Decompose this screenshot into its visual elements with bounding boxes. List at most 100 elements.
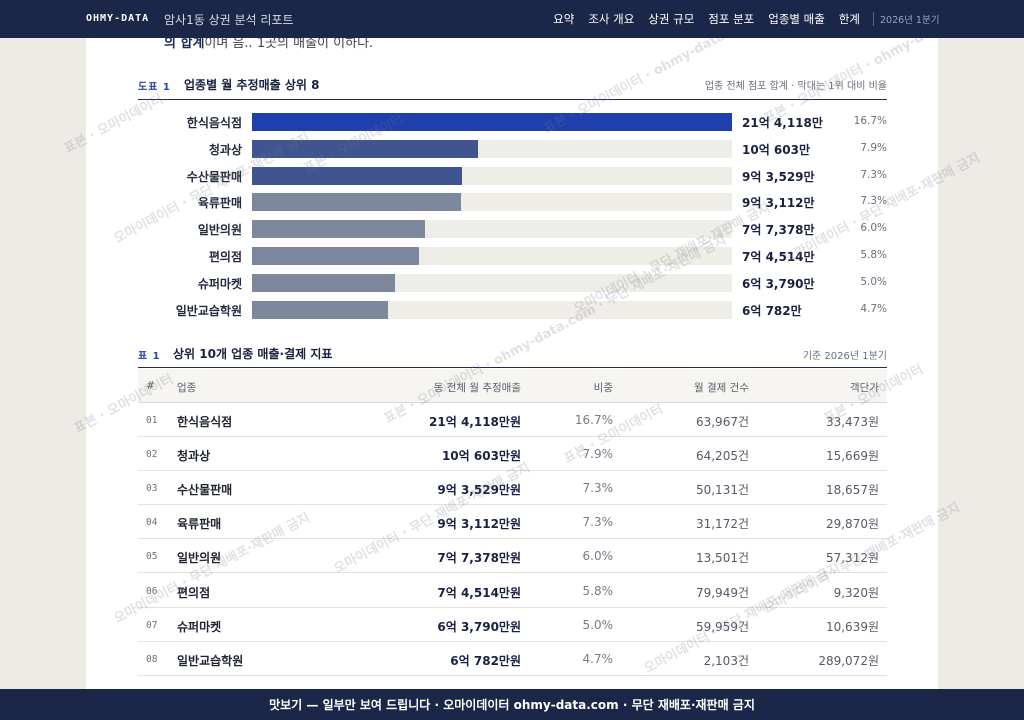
preview-banner-text: 맛보기 — 일부만 보여 드립니다 · 오마이데이터 ohmy-data.com… [269,698,755,712]
row-sales: 6억 3,790만원 [437,619,521,634]
table-row: 03 수산물판매 9억 3,529만원 7.3% 50,131건 18,657원 [138,471,887,506]
row-category: 육류판매 [177,517,222,532]
bar-share-label: 6.0% [860,222,887,235]
figure-number: 도표 1 [138,82,171,93]
bar-track [252,273,732,292]
nav-link-limits[interactable]: 한계 [838,12,860,26]
row-avg: 29,870원 [825,517,879,532]
row-avg: 10,639원 [825,619,879,634]
bar-share-label: 5.8% [860,249,887,261]
brand-logo[interactable]: OHMY-DATA [86,13,150,24]
nav-link-sales[interactable]: 업종별 매출 [768,12,825,26]
bar-fill [252,220,426,239]
row-sales: 6억 782만원 [450,653,521,668]
intro-paragraph: 의 합계이며 음.. 1곳의 매출이 이하다. [164,32,373,51]
bar-fill [252,139,478,158]
bar-row: 일반의원 7억 7,378만 6.0% [138,219,887,239]
report-title: 암사1동 상권 분석 리포트 [164,13,294,27]
col-header-count: 월 결제 건수 [694,382,749,394]
row-share: 5.0% [582,617,614,632]
bar-category-label: 육류판매 [197,196,242,211]
row-avg: 18,657원 [825,483,879,498]
row-index: 03 [146,483,158,495]
bar-fill [252,166,462,185]
row-count: 2,103건 [703,653,749,668]
row-sales: 10억 603만원 [441,449,521,464]
row-share: 7.9% [582,447,614,462]
bar-fill [252,300,389,319]
table-column-headers: # 업종 동 전체 월 추정매출 비중 월 결제 건수 객단가 [138,369,887,403]
bar-track [252,113,732,131]
bar-value-label: 10억 603만 [742,142,811,157]
row-count: 79,949건 [695,585,749,600]
bar-row: 슈퍼마켓 6억 3,790만 5.0% [138,273,887,293]
bar-track [252,193,732,212]
row-share: 6.0% [582,549,614,564]
bar-row: 수산물판매 9억 3,529만 7.3% [138,166,887,186]
nav-link-scale[interactable]: 상권 규모 [648,12,695,26]
bar-category-label: 청과상 [208,142,242,157]
intro-bold: 의 합계 [164,36,205,51]
row-sales: 9억 3,112만원 [437,517,521,532]
table-row: 06 편의점 7억 4,514만원 5.8% 79,949건 9,320원 [138,574,887,608]
row-avg: 289,072원 [818,653,879,668]
bar-value-label: 21억 4,118만 [742,116,823,130]
bar-value-label: 7억 7,378만 [742,223,815,238]
table-header: 표 1 상위 10개 업종 매출·결제 지표 기준 2026년 1분기 [138,342,887,368]
bar-category-label: 편의점 [208,250,242,264]
bar-track [252,300,732,319]
nav-link-overview[interactable]: 조사 개요 [588,12,635,26]
bar-track [252,220,732,239]
col-header-share: 비중 [593,382,613,394]
bar-fill [252,193,461,212]
row-category: 일반의원 [177,551,222,566]
col-header-index: # [146,380,155,392]
table-row: 08 일반교습학원 6억 782만원 4.7% 2,103건 289,072원 [138,642,887,676]
bar-value-label: 9억 3,529만 [742,169,815,184]
row-avg: 15,669원 [825,449,879,464]
row-category: 한식음식점 [177,415,233,429]
nav-links: 요약 조사 개요 상권 규모 점포 분포 업종별 매출 한계 [553,11,860,27]
figure-note: 업종 전체 점포 합계 · 막대는 1위 대비 비율 [704,81,887,92]
row-count: 31,172건 [695,517,749,532]
top-navigation: OHMY-DATA 암사1동 상권 분석 리포트 요약 조사 개요 상권 규모 … [0,0,1024,38]
table-row: 01 한식음식점 21억 4,118만원 16.7% 63,967건 33,473원 [138,403,887,437]
bar-share-label: 16.7% [853,115,887,127]
row-index: 04 [146,517,158,529]
row-share: 16.7% [574,413,613,427]
row-avg: 9,320원 [833,585,879,600]
row-index: 05 [146,551,158,563]
bar-category-label: 슈퍼마켓 [197,276,242,291]
nav-link-distribution[interactable]: 점포 분포 [708,12,755,26]
nav-link-summary[interactable]: 요약 [553,12,575,26]
table-row: 05 일반의원 7억 7,378만원 6.0% 13,501건 57,312원 [138,539,887,574]
row-avg: 57,312원 [825,551,879,566]
row-share: 7.3% [582,481,614,496]
bar-value-label: 7억 4,514만 [742,250,815,264]
row-sales: 9억 3,529만원 [437,483,521,498]
row-sales: 21억 4,118만원 [429,415,521,429]
table-number: 표 1 [138,351,161,362]
row-index: 01 [146,415,158,426]
bar-row: 편의점 7억 4,514만 5.8% [138,246,887,266]
bar-track [252,166,732,185]
row-count: 13,501건 [695,551,749,566]
row-index: 06 [146,585,158,597]
bar-share-label: 7.3% [860,168,887,181]
col-header-category: 업종 [177,382,197,394]
bar-row: 한식음식점 21억 4,118만 16.7% [138,112,887,132]
table-row: 04 육류판매 9억 3,112만원 7.3% 31,172건 29,870원 [138,505,887,540]
row-avg: 33,473원 [825,415,879,429]
bar-share-label: 7.9% [860,141,887,154]
row-count: 64,205건 [695,449,749,464]
nav-divider [873,12,874,26]
bar-share-label: 5.0% [860,275,887,288]
preview-banner: 맛보기 — 일부만 보여 드립니다 · 오마이데이터 ohmy-data.com… [0,689,1024,720]
row-index: 02 [146,449,158,461]
table-row: 07 슈퍼마켓 6억 3,790만원 5.0% 59,959건 10,639원 [138,608,887,642]
row-count: 59,959건 [695,619,749,634]
table-row: 02 청과상 10억 603만원 7.9% 64,205건 15,669원 [138,437,887,472]
bar-track [252,139,732,158]
row-index: 07 [146,619,158,631]
bar-fill [252,113,732,131]
